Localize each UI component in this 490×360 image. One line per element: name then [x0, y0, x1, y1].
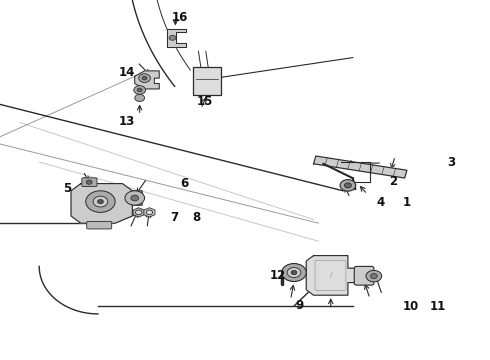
Circle shape: [131, 195, 139, 201]
Circle shape: [366, 270, 382, 282]
Polygon shape: [133, 208, 144, 217]
Circle shape: [86, 180, 92, 184]
Text: 1: 1: [403, 196, 411, 209]
Circle shape: [125, 191, 145, 205]
Text: 11: 11: [429, 300, 446, 313]
Text: 12: 12: [269, 269, 286, 282]
Circle shape: [135, 210, 142, 215]
Circle shape: [291, 270, 297, 275]
Polygon shape: [135, 71, 159, 89]
Text: 2: 2: [389, 175, 397, 188]
Text: 6: 6: [180, 177, 188, 190]
Polygon shape: [314, 156, 407, 178]
FancyBboxPatch shape: [354, 266, 374, 285]
Circle shape: [370, 274, 377, 279]
Circle shape: [146, 210, 153, 215]
Polygon shape: [167, 29, 186, 47]
Text: 8: 8: [192, 211, 200, 224]
Text: 7: 7: [170, 211, 178, 224]
Polygon shape: [306, 256, 355, 295]
Text: 13: 13: [118, 115, 135, 128]
Circle shape: [139, 74, 150, 82]
Polygon shape: [71, 184, 142, 223]
Text: 14: 14: [118, 66, 135, 78]
Circle shape: [86, 191, 115, 212]
Text: 3: 3: [447, 156, 455, 169]
Polygon shape: [144, 208, 155, 217]
Circle shape: [340, 180, 356, 191]
Text: 4: 4: [376, 196, 384, 209]
Circle shape: [169, 35, 176, 40]
Text: 16: 16: [172, 11, 189, 24]
Text: 9: 9: [296, 299, 304, 312]
Circle shape: [287, 267, 301, 278]
Text: 5: 5: [64, 182, 72, 195]
Circle shape: [98, 199, 103, 204]
Circle shape: [93, 196, 108, 207]
Text: 15: 15: [196, 95, 213, 108]
Circle shape: [142, 76, 147, 80]
Circle shape: [134, 86, 146, 94]
Circle shape: [344, 183, 351, 188]
FancyBboxPatch shape: [87, 221, 112, 229]
FancyBboxPatch shape: [193, 67, 221, 95]
FancyBboxPatch shape: [82, 178, 97, 186]
Circle shape: [135, 94, 145, 102]
Text: /: /: [330, 273, 332, 278]
Circle shape: [282, 264, 306, 282]
Circle shape: [137, 88, 142, 92]
Text: 10: 10: [402, 300, 419, 313]
